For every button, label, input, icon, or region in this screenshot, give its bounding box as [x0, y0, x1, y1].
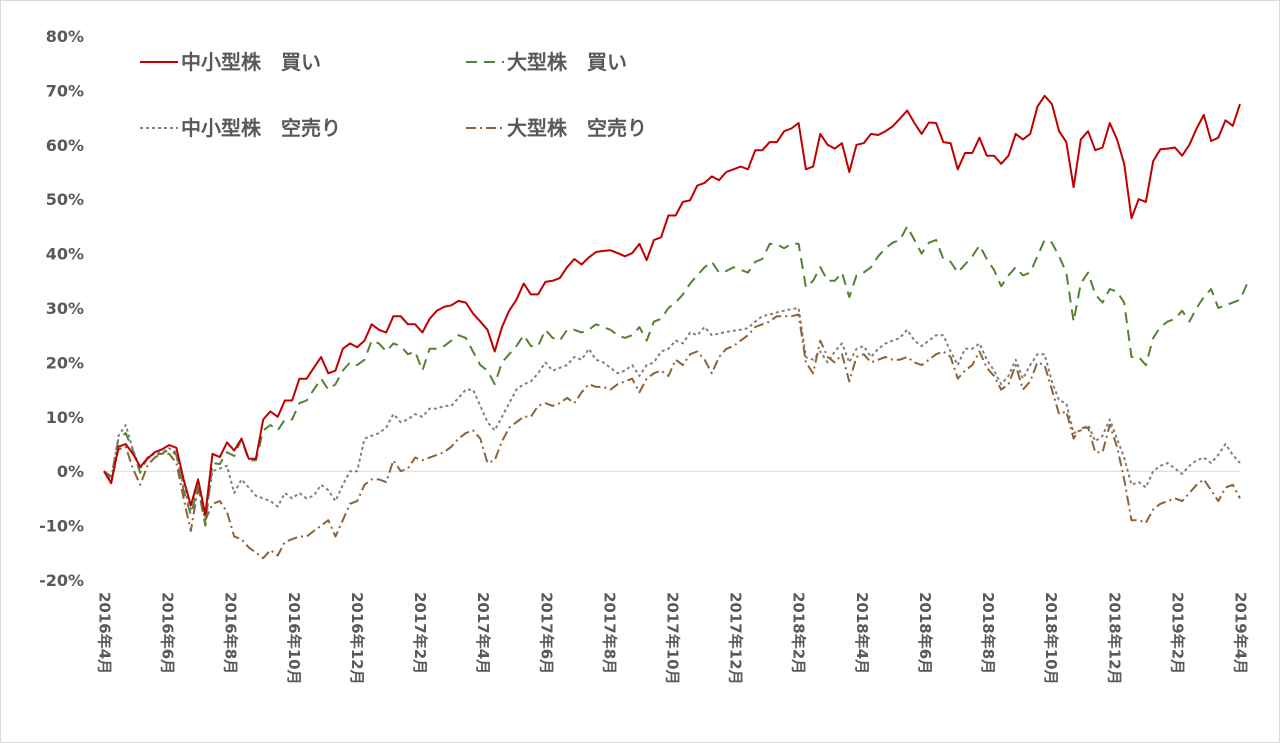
series-line-small-mid-long [103, 94, 1241, 516]
x-tick-label: 2017年4月 [474, 592, 492, 674]
x-tick-label: 2016年4月 [96, 592, 114, 674]
legend-small-mid-short: 中小型株 空売り [140, 116, 341, 140]
x-tick-label: 2018年2月 [790, 592, 808, 674]
legend-large-short: 大型株 空売り [466, 116, 647, 140]
y-tick-label: 70% [46, 81, 84, 100]
x-tick-label: 2018年12月 [1105, 592, 1123, 685]
y-tick-label: 20% [46, 353, 84, 372]
y-tick-label: 0% [57, 462, 84, 481]
legend-large-long: 大型株 買い [466, 50, 627, 74]
x-tick-label: 2017年10月 [664, 592, 682, 685]
y-tick-label: 30% [46, 299, 84, 318]
y-tick-label: 40% [46, 245, 84, 264]
x-tick-label: 2016年6月 [159, 592, 177, 674]
y-tick-label: 60% [46, 136, 84, 155]
x-tick-label: 2019年2月 [1168, 592, 1186, 674]
legend-label: 中小型株 買い [181, 50, 321, 74]
x-tick-label: 2018年10月 [1042, 592, 1060, 685]
y-tick-label: 10% [46, 408, 84, 427]
y-tick-label: 80% [46, 27, 84, 46]
y-tick-label: 50% [46, 190, 84, 209]
legend-small-mid-long: 中小型株 買い [140, 50, 321, 74]
x-tick-label: 2018年4月 [853, 592, 871, 674]
series-line-small-mid-short [103, 307, 1241, 519]
x-tick-label: 2017年12月 [727, 592, 745, 685]
x-tick-label: 2016年10月 [285, 592, 303, 685]
legend-label: 中小型株 空売り [181, 116, 341, 140]
series-line-large-short [103, 313, 1241, 560]
y-tick-label: -20% [39, 571, 84, 590]
x-tick-label: 2017年8月 [600, 592, 618, 674]
x-tick-label: 2016年12月 [348, 592, 366, 685]
x-tick-label: 2017年2月 [411, 592, 429, 674]
x-tick-label: 2016年8月 [222, 592, 240, 674]
series-line-large-long [103, 225, 1249, 527]
x-tick-label: 2018年8月 [979, 592, 997, 674]
x-tick-label: 2017年6月 [537, 592, 555, 674]
legend-label: 大型株 空売り [507, 116, 647, 140]
x-tick-label: 2019年4月 [1232, 592, 1250, 674]
legend-label: 大型株 買い [507, 50, 627, 74]
x-tick-label: 2018年6月 [916, 592, 934, 674]
y-tick-label: -10% [39, 517, 84, 536]
